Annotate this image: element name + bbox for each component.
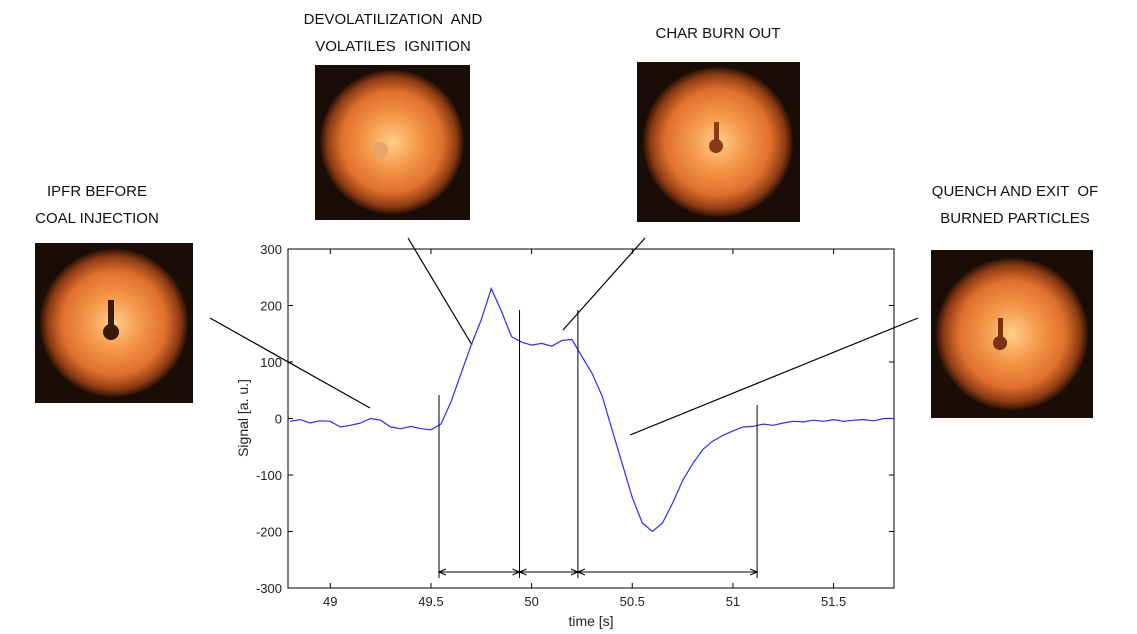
photo [315,65,470,220]
annotation: CHAR BURN OUT [655,25,780,42]
x-tick-label: 50 [524,594,538,609]
x-tick-label: 49 [323,594,337,609]
y-tick-label: -100 [256,468,282,483]
annotation: VOLATILES IGNITION [315,38,471,55]
y-tick-label: -200 [256,525,282,540]
x-tick-label: 50.5 [620,594,645,609]
annotation: IPFR BEFORE [47,183,147,200]
signal-line [289,286,894,533]
annotation: BURNED PARTICLES [940,210,1089,227]
photo [637,62,800,222]
y-axis-label: Signal [a. u.] [235,379,251,457]
y-tick-label: 300 [260,242,282,257]
x-tick-label: 51.5 [821,594,846,609]
plot-frame [287,248,895,589]
annotation: COAL INJECTION [35,210,159,227]
x-tick-label: 49.5 [418,594,443,609]
photo [35,243,193,403]
y-tick-label: -300 [256,581,282,596]
annotation: DEVOLATILIZATION AND [304,11,483,28]
annotation: QUENCH AND EXIT OF [932,183,1098,200]
photo [931,250,1093,418]
y-tick-label: 200 [260,299,282,314]
phase-arrow [518,568,580,576]
y-tick-label: 100 [260,355,282,370]
pointers [209,237,919,436]
y-tick-label: 0 [275,412,282,427]
x-tick-label: 51 [726,594,740,609]
phase-arrow [437,568,521,576]
x-axis-label: time [s] [568,613,613,629]
phase-arrow [576,568,759,576]
